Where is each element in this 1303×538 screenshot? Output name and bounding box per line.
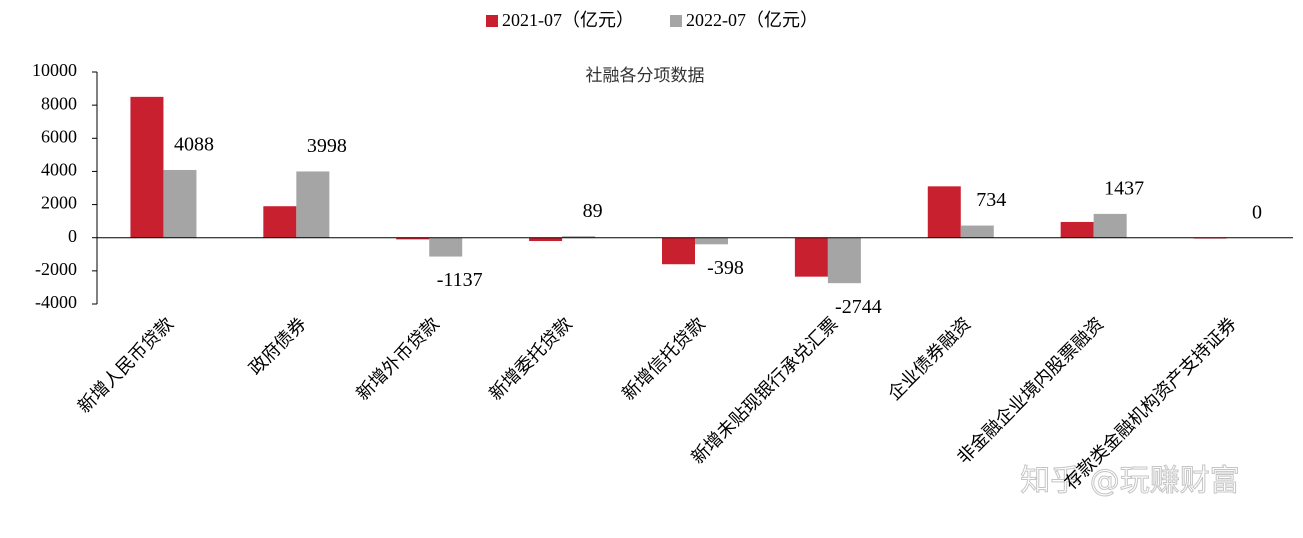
data-label: 3998 — [307, 135, 347, 157]
y-tick-label: 4000 — [41, 160, 77, 180]
watermark: 知乎 @玩赚财富 — [1020, 464, 1240, 499]
x-tick-label: 新增外币贷款 — [352, 314, 443, 405]
x-tick-label: 新增委托贷款 — [485, 314, 576, 405]
data-label: -398 — [707, 257, 744, 279]
x-tick-label: 新增信托贷款 — [618, 314, 709, 405]
bar — [263, 206, 296, 237]
bar — [1094, 214, 1127, 238]
legend-swatch — [486, 15, 498, 27]
x-tick-label: 非金融企业境内股票融资 — [953, 314, 1107, 468]
chart-title: 社融各分项数据 — [586, 66, 705, 86]
data-label: 734 — [976, 189, 1006, 211]
y-tick-label: -2000 — [35, 259, 77, 279]
data-label: 1437 — [1104, 177, 1144, 199]
y-tick-label: 8000 — [41, 93, 77, 113]
y-tick-label: 10000 — [32, 60, 77, 80]
y-tick-label: 6000 — [41, 126, 77, 146]
bar — [1061, 222, 1094, 238]
data-label: 4088 — [174, 134, 214, 156]
data-label: 89 — [583, 200, 603, 222]
bar — [928, 186, 961, 237]
x-tick-label: 新增人民币贷款 — [74, 314, 177, 417]
y-tick-label: -4000 — [35, 292, 77, 312]
bar — [163, 170, 196, 238]
x-tick-label: 新增未贴现银行承兑汇票 — [687, 314, 841, 468]
y-tick-label: 2000 — [41, 193, 77, 213]
x-tick-label: 企业债券融资 — [884, 314, 975, 405]
data-label: -2744 — [835, 296, 882, 318]
bar — [429, 238, 462, 257]
bar — [695, 238, 728, 245]
bar — [961, 226, 994, 238]
bar — [296, 171, 329, 237]
x-tick-label: 政府债券 — [245, 314, 310, 379]
data-label: -1137 — [437, 269, 483, 291]
legend-label: 2021-07（亿元） — [502, 10, 634, 30]
legend-label: 2022-07（亿元） — [686, 10, 818, 30]
bar — [662, 238, 695, 265]
bar — [130, 97, 163, 238]
bar — [795, 238, 828, 277]
legend-swatch — [670, 15, 682, 27]
y-tick-label: 0 — [68, 226, 77, 246]
bar — [828, 238, 861, 283]
data-label: 0 — [1252, 201, 1262, 223]
